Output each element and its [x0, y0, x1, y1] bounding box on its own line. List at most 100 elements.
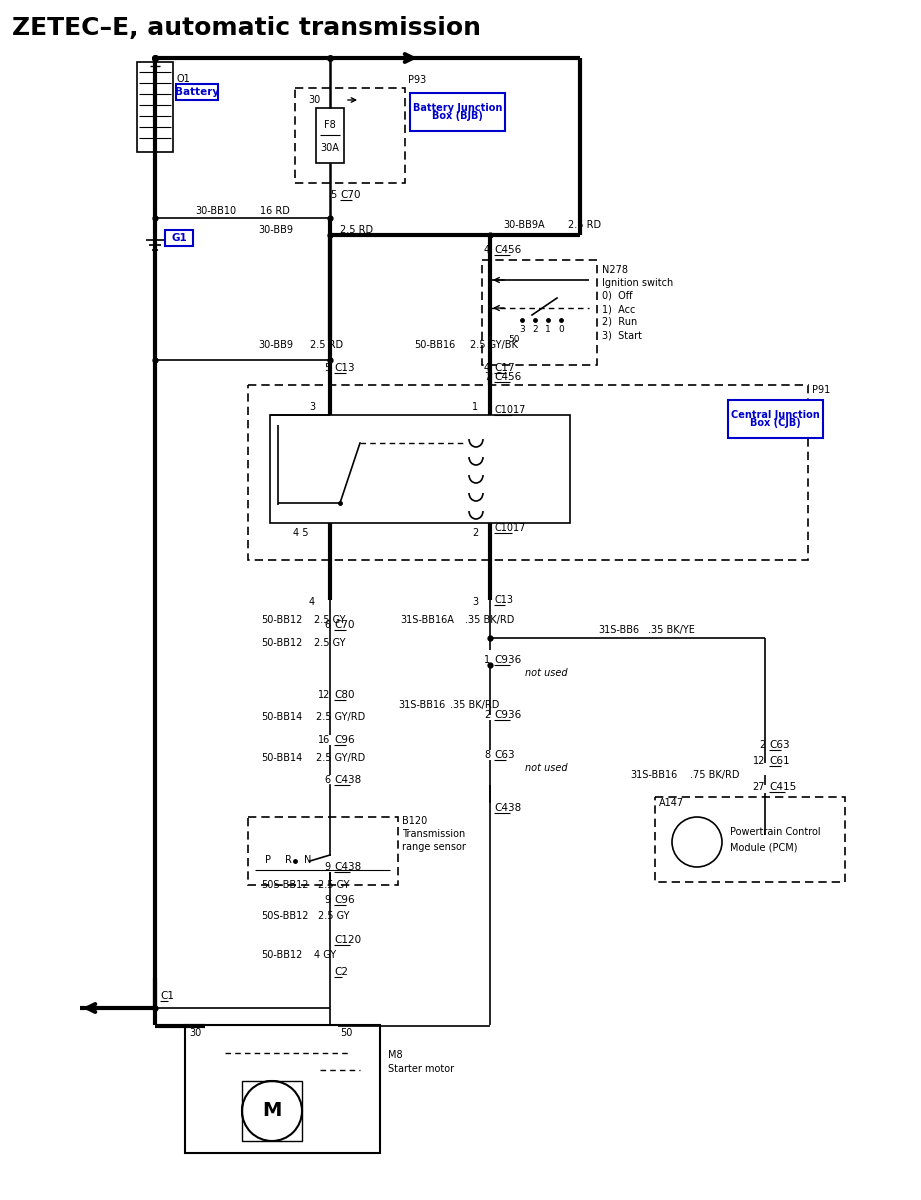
Text: 31S-BB16: 31S-BB16 [398, 700, 445, 710]
Text: C120: C120 [334, 935, 361, 946]
Text: Battery: Battery [175, 86, 219, 97]
Text: Battery Junction: Battery Junction [413, 103, 502, 113]
Text: 2)  Run: 2) Run [602, 317, 637, 326]
Text: 3)  Start: 3) Start [602, 330, 642, 340]
Text: 30: 30 [189, 1028, 202, 1038]
Text: 50-BB12: 50-BB12 [261, 950, 302, 960]
Text: C63: C63 [494, 750, 515, 760]
Text: 2.5 RD: 2.5 RD [310, 340, 344, 350]
Text: C70: C70 [340, 190, 360, 200]
Text: 4: 4 [484, 245, 490, 254]
Text: 16 RD: 16 RD [260, 206, 290, 216]
Bar [655, 797, 845, 882]
Bar [248, 817, 398, 886]
Text: C96: C96 [334, 734, 355, 745]
Text: Module (PCM): Module (PCM) [730, 842, 798, 852]
Text: Box (BJB): Box (BJB) [432, 110, 483, 121]
Text: 9: 9 [324, 862, 330, 872]
Text: 2: 2 [472, 528, 478, 538]
Bar [165, 230, 193, 246]
Text: C13: C13 [334, 362, 355, 373]
Bar [728, 400, 823, 438]
Text: 30-BB9A: 30-BB9A [503, 220, 544, 230]
Text: 31S-BB16A: 31S-BB16A [400, 614, 454, 625]
Text: range sensor: range sensor [402, 842, 466, 852]
Text: C2: C2 [334, 967, 348, 977]
Text: 50-BB12: 50-BB12 [261, 614, 302, 625]
Text: 2.5 GY/RD: 2.5 GY/RD [316, 712, 366, 722]
Text: 3: 3 [472, 596, 478, 607]
Text: .35 BK/RD: .35 BK/RD [450, 700, 499, 710]
Text: Powertrain Control: Powertrain Control [730, 827, 821, 838]
Text: 0)  Off: 0) Off [602, 290, 633, 301]
Text: not used: not used [525, 763, 567, 773]
Text: 4: 4 [484, 362, 490, 373]
Text: 0: 0 [558, 325, 564, 335]
Text: C438: C438 [334, 775, 361, 785]
Text: 2: 2 [759, 740, 765, 750]
Text: 8: 8 [484, 750, 490, 760]
Text: P91: P91 [812, 385, 830, 395]
Text: 9: 9 [324, 895, 330, 905]
Text: 31S-BB16: 31S-BB16 [630, 770, 677, 780]
Text: R: R [285, 854, 291, 865]
Text: O1: O1 [176, 74, 190, 84]
Text: 2.5 GY: 2.5 GY [314, 638, 345, 648]
Bar [482, 260, 597, 365]
Text: 30A: 30A [321, 143, 340, 152]
Text: 2.5 GY: 2.5 GY [318, 911, 349, 922]
Text: M: M [262, 1102, 282, 1121]
Text: 3: 3 [309, 402, 315, 412]
Text: 6: 6 [324, 620, 330, 630]
Bar [176, 84, 218, 100]
Text: 50S-BB12: 50S-BB12 [261, 880, 309, 890]
Bar [242, 1081, 302, 1141]
Text: 30: 30 [308, 95, 321, 104]
Text: C70: C70 [334, 620, 355, 630]
Text: C438: C438 [494, 803, 521, 814]
Text: 5: 5 [330, 190, 336, 200]
Text: 27: 27 [752, 782, 765, 792]
Text: Transmission: Transmission [402, 829, 465, 839]
Bar [270, 415, 570, 523]
Text: 12: 12 [752, 756, 765, 766]
Text: 2.5 GY/RD: 2.5 GY/RD [316, 754, 366, 763]
Text: P: P [265, 854, 271, 865]
Text: 30-BB9: 30-BB9 [258, 226, 293, 235]
Text: 30-BB10: 30-BB10 [195, 206, 236, 216]
Text: 2: 2 [484, 710, 490, 720]
Text: 3: 3 [519, 325, 525, 335]
Text: C415: C415 [769, 782, 797, 792]
Text: C80: C80 [334, 690, 355, 700]
Text: Ignition switch: Ignition switch [602, 278, 673, 288]
Bar [295, 88, 405, 182]
Bar [248, 385, 808, 560]
Text: A147: A147 [659, 798, 684, 808]
Text: 2.5 RD: 2.5 RD [568, 220, 601, 230]
Text: C456: C456 [494, 372, 521, 382]
Text: 4 5: 4 5 [293, 528, 308, 538]
Text: not used: not used [525, 668, 567, 678]
Text: 50: 50 [340, 1028, 353, 1038]
Text: 12: 12 [318, 690, 330, 700]
Text: C456: C456 [494, 245, 521, 254]
Text: Box (CJB): Box (CJB) [750, 418, 801, 428]
Text: C1017: C1017 [494, 404, 525, 415]
Text: C61: C61 [769, 756, 789, 766]
Text: F8: F8 [324, 120, 336, 130]
Text: 50-BB16: 50-BB16 [414, 340, 455, 350]
Bar [185, 1025, 380, 1153]
Text: G1: G1 [171, 233, 187, 242]
Text: C63: C63 [769, 740, 789, 750]
Text: 50-BB14: 50-BB14 [261, 754, 302, 763]
Text: 30-BB9: 30-BB9 [258, 340, 293, 350]
Text: 50-BB12: 50-BB12 [261, 638, 302, 648]
Text: 2.5 GY: 2.5 GY [314, 614, 345, 625]
Text: 5: 5 [324, 362, 330, 373]
Text: C936: C936 [494, 655, 521, 665]
Bar [316, 108, 344, 163]
Text: 7: 7 [484, 372, 490, 382]
Text: 4: 4 [309, 596, 315, 607]
Text: .35 BK/RD: .35 BK/RD [465, 614, 514, 625]
Text: .75 BK/RD: .75 BK/RD [690, 770, 740, 780]
